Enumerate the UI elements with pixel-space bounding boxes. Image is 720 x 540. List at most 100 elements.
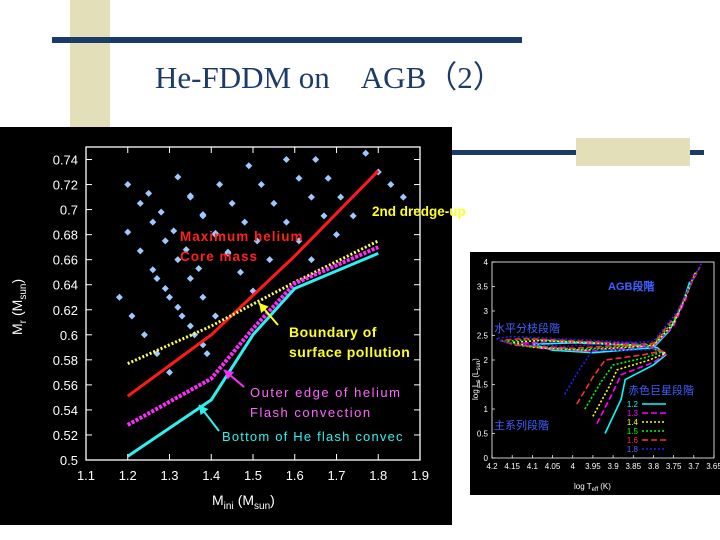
- hr-y-axis-label: log Ls(Lsun): [471, 358, 482, 400]
- diamond-marker: [199, 212, 207, 220]
- diamond-marker: [174, 303, 182, 311]
- diamond-marker: [182, 246, 190, 254]
- y-tick-label: 0.52: [53, 428, 78, 443]
- diamond-marker: [145, 189, 153, 197]
- hr-y-tick-label: 0.5: [477, 430, 489, 439]
- x-tick-label: 1.5: [244, 468, 262, 483]
- hr-y-tick-label: 4: [484, 258, 489, 267]
- hr-legend-label: 1.4: [627, 418, 639, 427]
- x-tick-label: 1.1: [77, 468, 95, 483]
- y-tick-label: 0.64: [53, 278, 78, 293]
- diamond-marker: [124, 181, 132, 189]
- diamond-marker: [174, 256, 182, 264]
- y-tick-label: 0.54: [53, 403, 78, 418]
- diamond-marker: [170, 227, 178, 235]
- hr-track-1.2: [532, 281, 691, 434]
- diamond-marker: [257, 181, 265, 189]
- hr-x-tick-label: 3.9: [608, 462, 620, 471]
- hr-diagram: 4.2 4.15 4.1 4.05 4 3.95 3.9 3.85 3.8 3.75 3.7 3.65…: [471, 258, 720, 493]
- hr-x-tick-label: 3.7: [688, 462, 700, 471]
- hr-label-ms: 主系列段階: [494, 418, 549, 432]
- diamond-marker: [333, 231, 340, 239]
- hr-x-tick-label: 3.95: [585, 462, 601, 471]
- hr-y-tick-label: 2: [484, 356, 489, 365]
- hr-x-tick-label: 4.05: [545, 462, 561, 471]
- y-tick-label: 0.62: [53, 303, 78, 318]
- hr-track-1.6: [499, 266, 701, 405]
- diamond-marker: [228, 199, 236, 207]
- diamond-marker: [136, 199, 144, 207]
- hr-legend-label: 1.3: [627, 409, 639, 418]
- series-line-boundary: [127, 239, 379, 365]
- hr-label-agb: AGB段階: [608, 279, 654, 293]
- diamond-marker: [337, 193, 345, 201]
- diamond-marker: [124, 228, 132, 236]
- hr-x-tick-label: 4.1: [527, 462, 539, 471]
- diamond-marker: [295, 174, 303, 182]
- hr-y-tick-label: 2.5: [477, 332, 489, 341]
- diamond-marker: [241, 218, 249, 226]
- diamond-marker: [307, 193, 315, 201]
- diamond-marker: [174, 173, 182, 181]
- x-tick-label: 1.2: [119, 468, 137, 483]
- diamond-marker: [211, 312, 219, 320]
- hr-label-rgb: 赤色巨星段階: [628, 383, 694, 397]
- diamond-marker: [399, 193, 407, 201]
- annotation-boundary-2: surface pollution: [289, 344, 410, 360]
- diamond-marker: [349, 212, 357, 220]
- diamond-marker: [270, 199, 278, 207]
- annotation-outer-edge-1: Outer edge of helium: [250, 385, 401, 400]
- hr-x-tick-label: 4: [571, 462, 576, 471]
- y-tick-label: 0.56: [53, 378, 78, 393]
- diamond-marker: [324, 174, 332, 182]
- diamond-marker: [186, 274, 194, 282]
- hr-track-1.4: [511, 271, 697, 417]
- hr-track-1.3: [520, 273, 695, 425]
- diamond-marker: [161, 284, 169, 292]
- y-tick-label: 0.58: [53, 353, 78, 368]
- diamond-marker: [295, 237, 303, 245]
- annotation-max-core-2: Core mass: [180, 249, 258, 264]
- hr-diagram-panel: 4.2 4.15 4.1 4.05 4 3.95 3.9 3.85 3.8 3.75 3.7 3.65…: [470, 252, 720, 495]
- annotation-outer-edge-2: Flash convection: [250, 405, 372, 420]
- hr-x-tick-label: 3.85: [625, 462, 641, 471]
- main-chart: 1.1 1.2 1.3 1.4 1.5 1.6 1.7 1.8 1.9 0.5 0.52 0.54 0.…: [9, 146, 429, 512]
- arrow-outer-edge-head: [224, 370, 235, 380]
- page-title: He-FDDM on AGB（2）: [155, 60, 504, 95]
- diamond-marker: [216, 181, 224, 189]
- series-line-max_core: [126, 169, 380, 398]
- diamond-marker: [387, 181, 395, 189]
- y-tick-label: 0.6: [60, 328, 78, 343]
- y-tick-label: 0.66: [53, 253, 78, 268]
- x-tick-label: 1.9: [411, 468, 429, 483]
- diamond-marker: [195, 264, 203, 272]
- diamond-marker: [266, 256, 274, 264]
- series-line-bottom: [126, 252, 379, 458]
- diamond-marker: [140, 331, 148, 339]
- diamond-marker: [282, 156, 290, 164]
- diamond-marker: [224, 249, 232, 257]
- diamond-marker: [362, 149, 370, 157]
- diamond-marker: [153, 274, 161, 282]
- diamond-marker: [149, 266, 157, 274]
- diamond-marker: [199, 341, 207, 349]
- diamond-marker: [282, 218, 290, 226]
- diamond-marker: [203, 350, 211, 358]
- diamond-marker: [199, 293, 207, 301]
- hr-x-tick-label: 4.15: [504, 462, 520, 471]
- diamond-marker: [312, 156, 320, 164]
- hr-x-tick-label: 3.75: [666, 462, 682, 471]
- diamond-marker: [307, 256, 315, 264]
- diamond-marker: [178, 312, 186, 320]
- arrow-boundary-head: [259, 303, 269, 314]
- x-tick-label: 1.6: [286, 468, 304, 483]
- diamond-marker: [149, 218, 157, 226]
- annotation-max-core-1: Maximum helium: [180, 229, 304, 244]
- hr-legend-label: 1.6: [627, 436, 639, 445]
- diamond-marker: [128, 312, 136, 320]
- diamond-marker: [136, 247, 144, 255]
- series-line-outer_edge: [126, 245, 380, 427]
- y-axis-label: Mr(Msun): [9, 279, 29, 335]
- diamond-marker: [186, 193, 194, 201]
- hr-y-tick-label: 3.5: [477, 283, 489, 292]
